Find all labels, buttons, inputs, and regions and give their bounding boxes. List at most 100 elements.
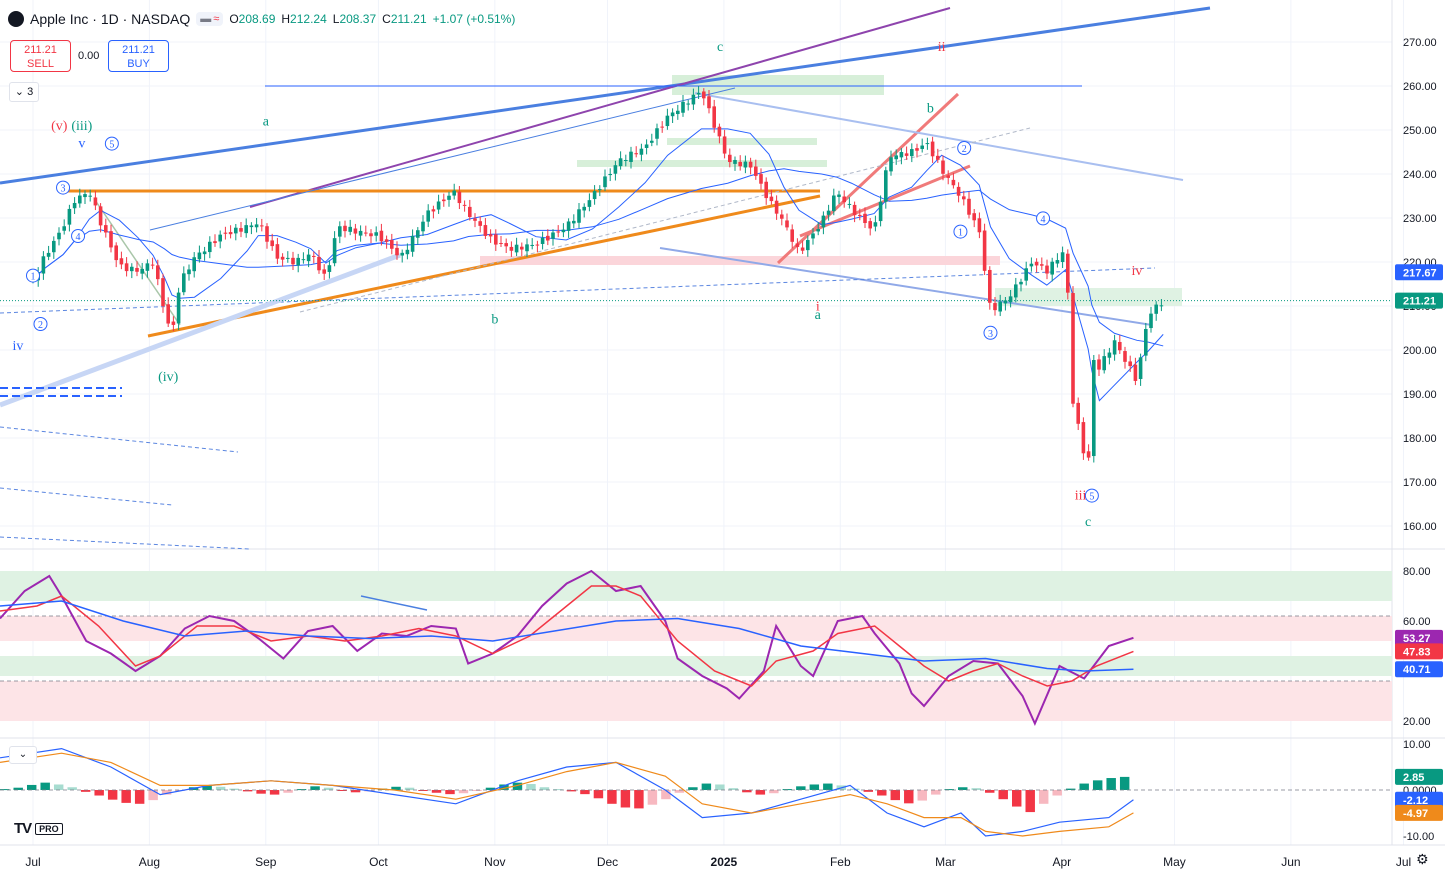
time-tick: Sep bbox=[255, 855, 277, 869]
candle-body bbox=[348, 226, 352, 232]
candle-body bbox=[379, 230, 384, 242]
collapse-pane-button[interactable]: ⌄ bbox=[9, 746, 37, 764]
candle-body bbox=[239, 228, 243, 232]
ohlc-high: 212.24 bbox=[290, 12, 327, 26]
candle-body bbox=[884, 170, 888, 202]
macd-bar bbox=[742, 790, 752, 793]
macd-bar bbox=[337, 790, 347, 791]
wave-label: 1 bbox=[31, 272, 36, 283]
macd-bar bbox=[607, 790, 617, 804]
drawing-tools[interactable] bbox=[0, 6, 1392, 611]
time-tick: 2025 bbox=[711, 855, 738, 869]
trend-line bbox=[299, 127, 1031, 313]
candle-body bbox=[275, 244, 280, 259]
candle-body bbox=[364, 232, 368, 234]
candle-body bbox=[140, 268, 144, 274]
candle-body bbox=[468, 206, 472, 217]
value-tag: 53.27 bbox=[1403, 633, 1431, 645]
time-tick: Dec bbox=[597, 855, 618, 869]
value-tag: 47.83 bbox=[1403, 646, 1431, 658]
candle-body bbox=[514, 244, 519, 253]
value-tag-box bbox=[1395, 804, 1443, 821]
candle-body bbox=[46, 252, 51, 257]
candle-body bbox=[722, 136, 727, 154]
wave-label: b bbox=[491, 313, 498, 328]
apple-logo-icon bbox=[8, 11, 24, 27]
time-tick: Apr bbox=[1052, 855, 1071, 869]
candle-body bbox=[410, 235, 415, 252]
layers-toggle[interactable]: ⌄ 3 bbox=[9, 82, 39, 102]
candle-body bbox=[249, 225, 254, 228]
candle-body bbox=[977, 218, 982, 233]
symbol-title[interactable]: Apple Inc · 1D · NASDAQ bbox=[30, 11, 191, 27]
price-tick: 180.00 bbox=[1403, 433, 1437, 445]
candle-body bbox=[104, 225, 108, 233]
candle-body bbox=[436, 201, 441, 210]
wave-circle bbox=[1036, 211, 1051, 226]
candle-body bbox=[660, 126, 664, 128]
candle-body bbox=[254, 224, 259, 228]
time-tick: Feb bbox=[830, 855, 851, 869]
time-tick: Jun bbox=[1281, 855, 1300, 869]
axes: 270.00260.00250.00240.00230.00220.00210.… bbox=[25, 37, 1443, 869]
macd-bar bbox=[445, 790, 455, 795]
price-tick: 200.00 bbox=[1403, 345, 1437, 357]
candle-body bbox=[161, 278, 165, 307]
macd-line bbox=[0, 752, 1134, 837]
macd-bar bbox=[1065, 788, 1076, 790]
macd-bar bbox=[229, 788, 239, 790]
price-zone-box bbox=[995, 288, 1182, 306]
candle-body bbox=[795, 243, 800, 247]
trend-line bbox=[0, 536, 251, 550]
wave-label: 4 bbox=[76, 232, 81, 243]
price-zone-box bbox=[577, 160, 827, 167]
candle-body bbox=[748, 161, 753, 168]
candle-body bbox=[1040, 264, 1044, 266]
sell-button[interactable]: 211.21 SELL bbox=[10, 40, 71, 72]
macd-bar bbox=[80, 790, 91, 792]
wave-circle bbox=[957, 141, 972, 155]
candle-body bbox=[1081, 422, 1086, 454]
candle-body bbox=[1034, 261, 1039, 266]
rsi-zone bbox=[0, 681, 1392, 721]
macd-bar bbox=[296, 789, 307, 791]
price-tick: 270.00 bbox=[1403, 37, 1437, 49]
candle-body bbox=[717, 126, 722, 137]
candle-body bbox=[260, 225, 264, 227]
rsi-line bbox=[0, 600, 1134, 672]
candle-body bbox=[244, 225, 248, 234]
candle-body bbox=[130, 266, 134, 272]
candle-body bbox=[431, 209, 436, 212]
candle-body bbox=[223, 232, 228, 234]
macd-bar bbox=[823, 783, 833, 790]
value-tag: -4.97 bbox=[1403, 808, 1428, 820]
rsi-tick: 80.00 bbox=[1403, 566, 1431, 578]
candle-body bbox=[691, 94, 696, 105]
candle-body bbox=[166, 304, 170, 324]
macd-bar bbox=[769, 790, 779, 794]
candle-body bbox=[93, 197, 98, 206]
tradingview-logo[interactable]: TV PRO bbox=[14, 820, 63, 837]
candle-body bbox=[228, 232, 233, 235]
wave-label: c bbox=[717, 40, 723, 55]
macd-bar bbox=[431, 790, 442, 793]
candle-body bbox=[88, 195, 92, 197]
macd-bar bbox=[904, 790, 914, 804]
candle-body bbox=[540, 237, 545, 244]
candle-body bbox=[416, 230, 420, 238]
candle-body bbox=[873, 222, 878, 227]
macd-bar bbox=[1079, 783, 1089, 790]
buy-label: BUY bbox=[127, 58, 150, 70]
settings-gear-icon[interactable]: ⚙ bbox=[1416, 851, 1429, 867]
wave-circle bbox=[56, 180, 71, 195]
buy-button[interactable]: 211.21 BUY bbox=[108, 40, 169, 72]
price-tick: 190.00 bbox=[1403, 389, 1437, 401]
candle-body bbox=[1154, 304, 1158, 314]
macd-bar bbox=[310, 786, 320, 790]
candle-body bbox=[67, 208, 72, 225]
indicator-pill[interactable]: ▬ ≈ bbox=[196, 12, 224, 26]
candle-body bbox=[946, 175, 950, 178]
time-tick: Oct bbox=[369, 855, 388, 869]
candle-body bbox=[910, 149, 914, 157]
